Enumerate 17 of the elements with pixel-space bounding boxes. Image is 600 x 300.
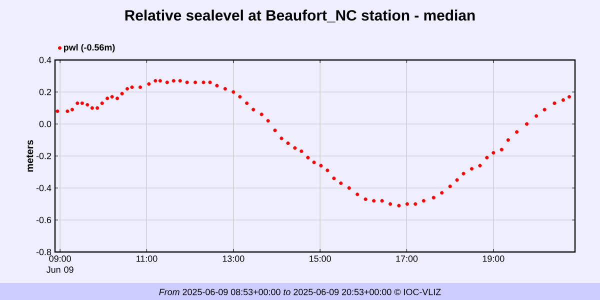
- text: From 2025-06-09 08:53+00:00 to 2025-06-09 20:53+00:00 © IOC-VLIZ: [159, 288, 441, 296]
- x-tick-label: 11:00: [136, 256, 158, 262]
- y-tick-label: -0.2: [36, 152, 52, 160]
- x-tick-label: 17:00: [396, 256, 418, 262]
- x-tick-label: 19:00: [482, 256, 504, 262]
- x-tick-label: 13:00: [222, 256, 244, 262]
- chart-title: Relative sealevel at Beaufort_NC station - median: [125, 10, 475, 22]
- y-axis-title: meters: [26, 140, 34, 172]
- legend-label: pwl (-0.56m): [64, 44, 115, 52]
- y-tick-label: 0.4: [39, 56, 52, 64]
- y-tick-label: 0.2: [39, 88, 52, 96]
- y-tick-label: 0.0: [39, 120, 52, 128]
- x-tick-label: 15:00: [310, 256, 331, 262]
- y-tick-label: -0.8: [36, 248, 52, 256]
- x-tick-label: 09:00 Jun 09: [46, 256, 74, 273]
- y-tick-label: -0.6: [36, 216, 52, 224]
- y-tick-label: -0.4: [36, 184, 52, 192]
